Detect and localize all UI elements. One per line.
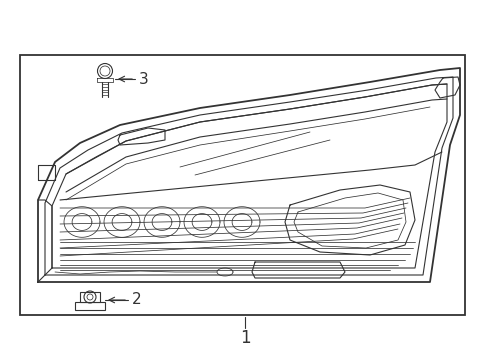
Bar (20, 55, 465, 315)
Bar (80, 292, 100, 302)
Bar (75, 302, 105, 310)
Text: 1: 1 (240, 329, 250, 347)
Text: 3: 3 (139, 72, 149, 86)
Text: 2: 2 (132, 292, 142, 307)
